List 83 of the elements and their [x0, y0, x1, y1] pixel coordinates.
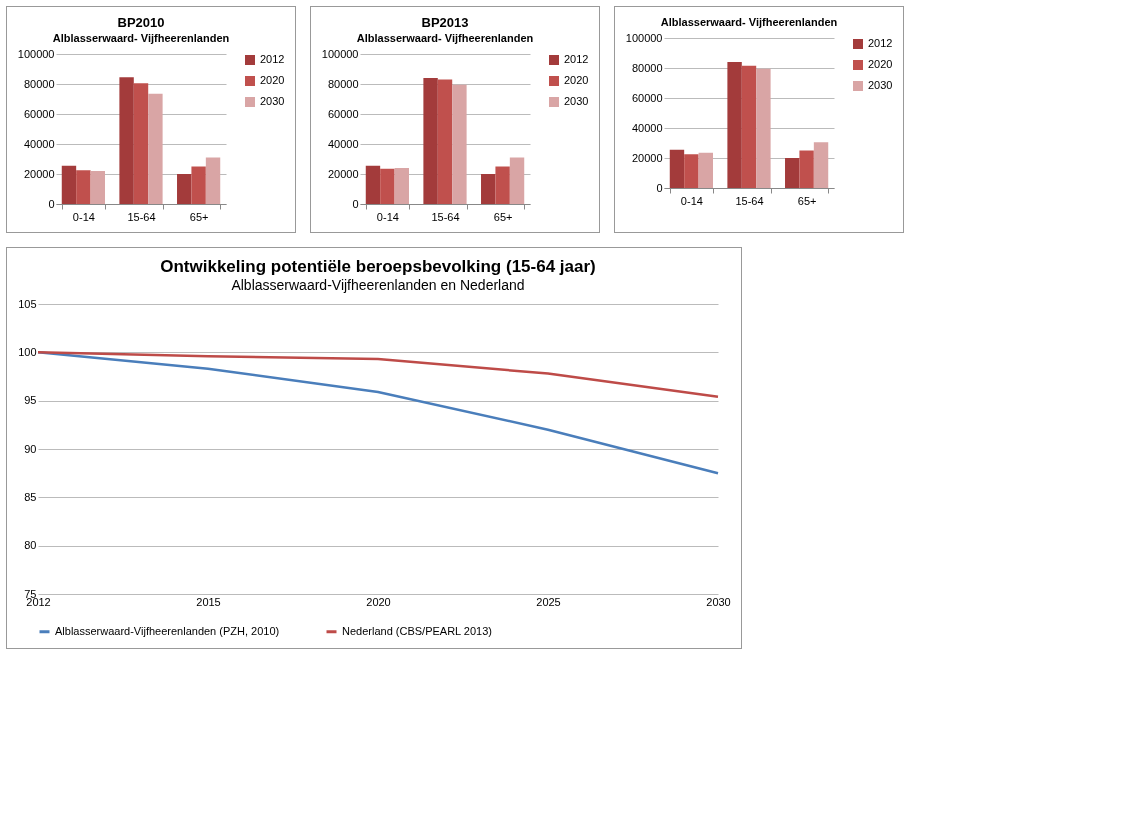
- y-tick-label: 60000: [631, 91, 663, 104]
- chart-subtitle: Alblasserwaard- Vijfheerenlanden: [660, 16, 838, 28]
- y-tick-label: 60000: [327, 107, 359, 120]
- legend-label: 2020: [564, 74, 589, 86]
- y-tick-label: 100: [18, 345, 37, 358]
- bar: [394, 168, 409, 204]
- y-tick-label: 0: [48, 197, 55, 210]
- x-tick-label: 65+: [189, 210, 209, 223]
- x-tick-label: 2025: [536, 595, 561, 608]
- legend-label: Alblasserwaard-Vijfheerenlanden (PZH, 2010): [55, 624, 280, 637]
- legend-label: Nederland (CBS/PEARL 2013): [342, 624, 493, 637]
- bar: [437, 79, 453, 204]
- y-tick-label: 80000: [327, 77, 359, 90]
- x-tick-label: 0-14: [376, 210, 399, 223]
- bar: [684, 154, 699, 188]
- y-tick-label: 60000: [23, 107, 55, 120]
- x-tick-label: 2015: [196, 595, 221, 608]
- chart-title: Ontwikkeling potentiële beroepsbevolking (15-64 jaar): [160, 257, 596, 276]
- y-tick-label: 100000: [321, 47, 359, 60]
- y-tick-label: 95: [24, 394, 37, 407]
- bar: [799, 150, 814, 188]
- y-tick-label: 0: [656, 181, 663, 194]
- y-tick-label: 100000: [17, 47, 55, 60]
- bar: [380, 168, 395, 204]
- bar: [481, 174, 496, 204]
- y-tick-label: 40000: [631, 121, 663, 134]
- bar: [133, 83, 149, 204]
- legend-label: 2012: [564, 53, 589, 65]
- chart-subtitle: Alblasserwaard- Vijfheerenlanden: [356, 32, 534, 44]
- legend-label: 2020: [260, 74, 285, 86]
- legend-label: 2012: [260, 53, 285, 65]
- bar: [76, 170, 91, 204]
- bar: [756, 68, 771, 188]
- chart-subtitle: Alblasserwaard-Vijfheerenlanden en Nederland: [231, 277, 525, 293]
- bar: [813, 142, 829, 188]
- y-tick-label: 20000: [23, 167, 55, 180]
- bar: [509, 157, 525, 204]
- y-tick-label: 80000: [631, 61, 663, 74]
- x-tick-label: 15-64: [735, 194, 764, 207]
- y-tick-label: 80000: [23, 77, 55, 90]
- y-tick-label: 20000: [631, 151, 663, 164]
- chart-subtitle: Alblasserwaard- Vijfheerenlanden: [52, 32, 230, 44]
- legend-label: 2020: [868, 58, 893, 70]
- chart-title: BP2010: [117, 15, 165, 30]
- bar: [205, 157, 221, 204]
- y-tick-label: 85: [24, 490, 37, 503]
- bar: [148, 93, 163, 204]
- x-tick-label: 2020: [366, 595, 391, 608]
- y-tick-label: 20000: [327, 167, 359, 180]
- legend-label: 2030: [260, 95, 285, 107]
- legend-label: 2030: [564, 95, 589, 107]
- legend-label: 2030: [868, 79, 893, 91]
- chart-title: BP2013: [421, 15, 469, 30]
- bar: [741, 65, 757, 188]
- bar: [785, 158, 800, 188]
- bar: [191, 166, 206, 204]
- x-tick-label: 65+: [797, 194, 817, 207]
- line-series: [36, 351, 720, 399]
- x-tick-label: 65+: [493, 210, 513, 223]
- bar: [365, 165, 381, 204]
- legend-label: 2012: [868, 37, 893, 49]
- x-tick-label: 0-14: [72, 210, 95, 223]
- bar: [495, 166, 510, 204]
- bar: [669, 149, 685, 188]
- bar: [727, 62, 742, 188]
- bar: [61, 165, 77, 204]
- bar: [177, 174, 192, 204]
- bar: [698, 152, 713, 188]
- y-tick-label: 90: [24, 442, 37, 455]
- x-tick-label: 2030: [706, 595, 731, 608]
- x-tick-label: 15-64: [431, 210, 460, 223]
- y-tick-label: 100000: [625, 31, 663, 44]
- bar: [423, 78, 438, 204]
- y-tick-label: 40000: [327, 137, 359, 150]
- y-tick-label: 105: [18, 297, 37, 310]
- y-tick-label: 80: [24, 539, 37, 552]
- x-tick-label: 0-14: [680, 194, 703, 207]
- bar: [119, 77, 134, 204]
- y-tick-label: 40000: [23, 137, 55, 150]
- y-tick-label: 0: [352, 197, 359, 210]
- bar: [452, 84, 467, 204]
- x-tick-label: 15-64: [127, 210, 156, 223]
- bar: [90, 171, 105, 204]
